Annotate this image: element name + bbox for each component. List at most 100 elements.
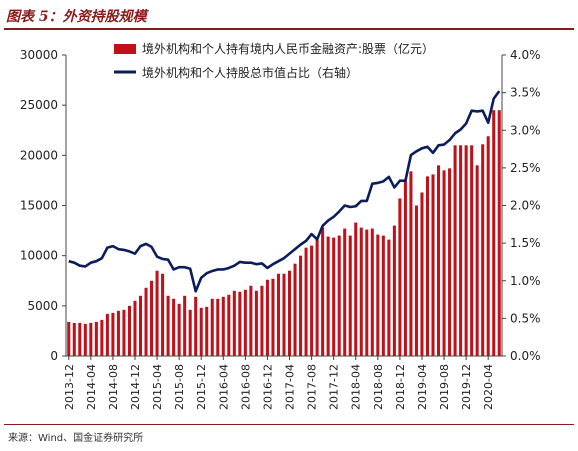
- bar: [475, 165, 479, 356]
- x-tick-label: 2015-04: [151, 364, 164, 410]
- bar: [111, 312, 115, 356]
- right-tick-label: 2.5%: [510, 161, 541, 175]
- bar: [497, 110, 501, 356]
- x-tick-label: 2016-12: [261, 364, 274, 410]
- x-tick-label: 2015-08: [173, 364, 186, 410]
- bar: [365, 229, 369, 356]
- right-tick-label: 0.5%: [510, 311, 541, 325]
- x-tick-label: 2015-12: [195, 364, 208, 410]
- bar: [205, 306, 209, 356]
- right-tick-label: 1.0%: [510, 274, 541, 288]
- x-tick-label: 2014-08: [107, 364, 120, 410]
- bar: [78, 322, 82, 356]
- bar: [398, 198, 402, 356]
- bar: [216, 298, 220, 356]
- bar: [293, 263, 297, 356]
- figure-title: 图表 5：外资持股规模: [6, 9, 147, 25]
- bar: [425, 176, 430, 356]
- figure-title-bar: 图表 5：外资持股规模: [4, 2, 574, 30]
- bar: [232, 290, 236, 356]
- bar: [83, 323, 87, 356]
- bar: [254, 290, 258, 356]
- bar: [133, 300, 137, 356]
- bar: [127, 305, 131, 356]
- bar: [376, 234, 380, 356]
- bar: [453, 145, 457, 356]
- bar: [420, 192, 424, 356]
- left-tick-label: 10000: [20, 249, 58, 263]
- x-tick-label: 2020-04: [482, 364, 495, 410]
- x-tick-label: 2016-08: [239, 364, 252, 410]
- chart: 0 5000 10000 15000 20000 25000 30000 0.0% 0.5% 1.…: [20, 41, 541, 410]
- bar: [332, 237, 336, 356]
- bar: [166, 295, 170, 356]
- right-tick-label: 4.0%: [510, 48, 541, 62]
- bar: [271, 278, 275, 356]
- bar: [442, 170, 446, 356]
- bar: [210, 298, 214, 356]
- bar: [122, 309, 126, 356]
- bar: [486, 136, 490, 356]
- bar: [144, 287, 148, 356]
- bar: [459, 145, 463, 356]
- x-tick-label: 2017-12: [328, 364, 341, 410]
- left-tick-label: 20000: [20, 148, 58, 162]
- legend-bar-swatch: [114, 44, 136, 54]
- bar: [431, 174, 435, 356]
- bar: [89, 322, 93, 356]
- bar: [288, 270, 292, 356]
- bar: [403, 180, 407, 356]
- left-tick-label: 30000: [20, 48, 58, 62]
- x-tick-label: 2018-04: [350, 364, 363, 410]
- bar: [354, 222, 358, 356]
- bar: [326, 236, 330, 356]
- right-tick-label: 0.0%: [510, 349, 541, 363]
- bar: [315, 239, 319, 356]
- x-tick-label: 2017-08: [306, 364, 319, 410]
- x-tick-label: 2019-04: [416, 364, 429, 410]
- bar: [243, 289, 247, 356]
- left-tick-label: 15000: [20, 199, 58, 213]
- bar: [227, 294, 231, 356]
- bar: [337, 235, 341, 356]
- bar: [72, 322, 76, 356]
- bar: [199, 307, 203, 356]
- bar: [138, 295, 143, 356]
- bar: [381, 235, 385, 356]
- bar: [299, 255, 303, 356]
- bar: [265, 279, 269, 356]
- bar: [260, 285, 264, 356]
- bar: [409, 171, 413, 356]
- legend-line-label: 境外机构和个人持股总市值占比（右轴）: [142, 65, 358, 80]
- x-tick-label: 2014-12: [129, 364, 142, 410]
- bar: [392, 225, 396, 356]
- x-tick-label: 2016-04: [217, 364, 230, 410]
- bar: [183, 295, 187, 356]
- bar: [370, 228, 374, 356]
- bar: [448, 168, 452, 356]
- x-tick-label: 2013-12: [63, 364, 76, 410]
- right-tick-label: 2.0%: [510, 199, 541, 213]
- bar: [481, 144, 485, 356]
- x-tick-label: 2014-04: [85, 364, 98, 410]
- x-tick-label: 2017-04: [284, 364, 297, 410]
- footer-divider: [4, 424, 574, 425]
- left-tick-label: 0: [50, 349, 58, 363]
- right-tick-label: 3.0%: [510, 123, 541, 137]
- left-tick-label: 5000: [27, 299, 58, 313]
- line-series: [68, 90, 501, 293]
- x-tick-label: 2018-12: [394, 364, 407, 410]
- x-tick-label: 2019-08: [438, 364, 451, 410]
- bar: [94, 321, 98, 356]
- right-tick-label: 3.5%: [510, 86, 541, 100]
- legend-bar-label: 境外机构和个人持有境内人民币金融资产:股票（亿元）: [142, 41, 434, 56]
- x-tick-label: 2018-08: [372, 364, 385, 410]
- bar: [276, 273, 280, 356]
- bar: [348, 235, 352, 356]
- bar: [387, 239, 391, 356]
- bar: [464, 145, 468, 356]
- bar: [414, 205, 418, 356]
- bar: [172, 298, 176, 356]
- bar: [304, 247, 308, 356]
- bar: [343, 228, 347, 356]
